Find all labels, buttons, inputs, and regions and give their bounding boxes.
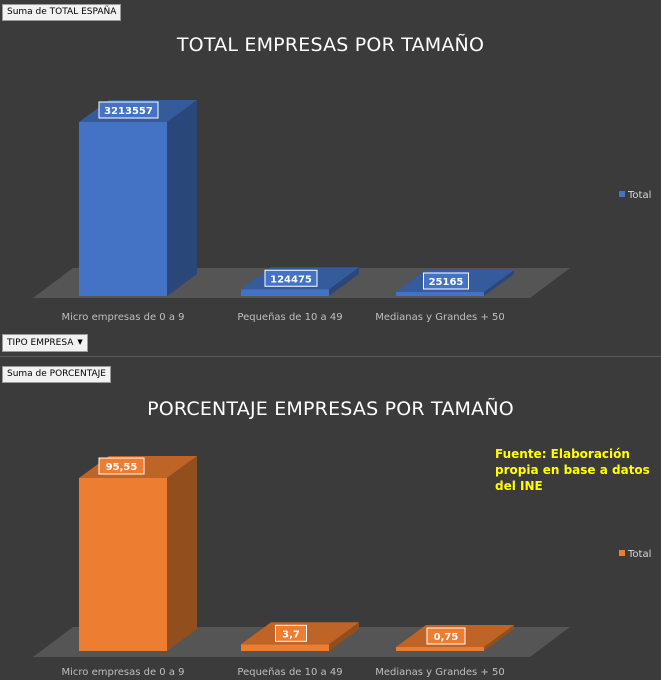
- bottom-field-label[interactable]: Suma de PORCENTAJE: [2, 366, 111, 383]
- top-category-label-2: Pequeñas de 10 a 49: [237, 312, 342, 323]
- bottom-category-label-3: Medianas y Grandes + 50: [375, 667, 504, 678]
- bottom-category-label-1: Micro empresas de 0 a 9: [62, 667, 185, 678]
- bottom-data-label-1: 95,55: [106, 462, 138, 473]
- tipo-empresa-filter-button[interactable]: TIPO EMPRESA ▼: [2, 334, 88, 352]
- top-data-label-box: [264, 269, 318, 287]
- bottom-legend: Total: [619, 549, 651, 560]
- top-bar-1: 3213557: [79, 100, 197, 296]
- bottom-bar-side: [329, 622, 359, 651]
- top-bar-front: [241, 289, 329, 296]
- top-data-label-1: 3213557: [104, 106, 153, 117]
- bottom-bar-front: [79, 478, 167, 651]
- top-legend: Total: [619, 190, 651, 201]
- tipo-empresa-filter-label: TIPO EMPRESA: [7, 338, 74, 348]
- bottom-data-label-box: [275, 624, 307, 642]
- top-data-label-3: 25165: [429, 277, 464, 288]
- bottom-data-label-3: 0,75: [434, 632, 459, 643]
- source-note: Fuente: Elaboración propia en base a dat…: [495, 447, 650, 493]
- bottom-bar-side: [167, 456, 197, 651]
- bottom-category-label-2: Pequeñas de 10 a 49: [237, 667, 342, 678]
- top-bar-side: [329, 267, 359, 296]
- bottom-data-label-box: [98, 457, 145, 475]
- top-bar-3: 25165: [396, 270, 514, 296]
- top-data-label-2: 124475: [270, 274, 312, 285]
- top-bar-front: [79, 122, 167, 296]
- top-chart-title: TOTAL EMPRESAS POR TAMAÑO: [176, 34, 485, 56]
- bottom-data-label-box: [426, 627, 466, 645]
- top-category-label-1: Micro empresas de 0 a 9: [62, 312, 185, 323]
- bottom-bar-front: [396, 647, 484, 651]
- top-field-label[interactable]: Suma de TOTAL ESPAÑA: [2, 4, 122, 21]
- top-data-label-box: [423, 272, 469, 290]
- bottom-data-label-2: 3,7: [282, 629, 300, 640]
- bottom-bar-side: [484, 625, 514, 651]
- bottom-bar-chart: 95,55 Micro empresas de 0 a 9 3,7 Pequeñas …: [33, 456, 570, 678]
- top-bar-side: [167, 100, 197, 296]
- bottom-bar-2: 3,7: [241, 622, 359, 651]
- chart-divider: [0, 356, 661, 357]
- top-legend-swatch: [619, 191, 625, 197]
- bottom-legend-label: Total: [628, 549, 652, 560]
- top-bar-chart: 3213557 Micro empresas de 0 a 9 124475 Pequ…: [33, 100, 570, 323]
- dropdown-arrow-icon: ▼: [77, 338, 83, 346]
- top-legend-label: Total: [628, 190, 652, 201]
- bottom-bar-3: 0,75: [396, 625, 514, 651]
- top-data-label-box: [98, 101, 159, 119]
- bottom-bar-1: 95,55: [79, 456, 197, 651]
- bottom-legend-swatch: [619, 550, 625, 556]
- bottom-bar-front: [241, 644, 329, 651]
- top-bar-2: 124475: [241, 267, 359, 296]
- top-category-label-3: Medianas y Grandes + 50: [375, 312, 504, 323]
- top-bar-side: [484, 270, 514, 296]
- top-bar-front: [396, 292, 484, 296]
- bottom-chart-title: PORCENTAJE EMPRESAS POR TAMAÑO: [147, 398, 514, 420]
